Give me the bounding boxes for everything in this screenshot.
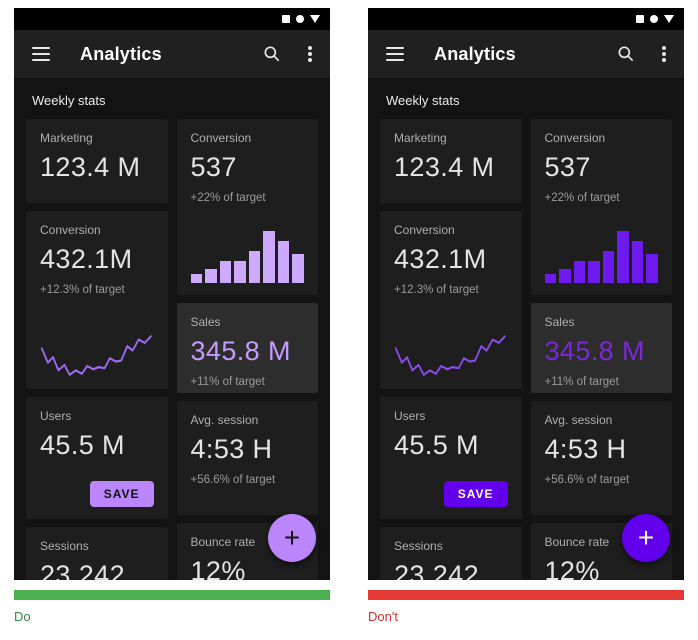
card-value: 45.5 M (40, 430, 125, 460)
overflow-menu-icon[interactable] (662, 52, 666, 56)
card-column-left: Marketing 123.4 M Conversion 432.1M +12.… (26, 119, 168, 580)
card-grid: Marketing 123.4 M Conversion 432.1M +12.… (368, 119, 684, 580)
fab-add-button[interactable]: + (268, 514, 316, 562)
card-label: Conversion (40, 223, 101, 237)
card-label: Users (394, 409, 426, 423)
card-users[interactable]: Users 45.5 M SAVE (380, 397, 522, 519)
card-label: Sessions (40, 539, 89, 553)
card-label: Conversion (394, 223, 455, 237)
card-label: Sessions (394, 539, 443, 553)
card-delta: +56.6% of target (190, 473, 276, 486)
mockup-dont: Analytics Weekly stats Marketing 123.4 M… (368, 8, 684, 580)
card-label: Marketing (394, 131, 447, 145)
dont-indicator-bar (368, 590, 684, 600)
card-label: Users (40, 409, 72, 423)
card-value: 537 (544, 152, 591, 182)
card-delta: +12.3% of target (40, 283, 125, 296)
menu-icon[interactable] (386, 47, 404, 61)
card-column-right: Conversion 537 +22% of target Sales 345.… (176, 119, 318, 580)
card-value: 537 (190, 152, 237, 182)
bar-chart (190, 231, 304, 283)
card-value: 345.8 M (190, 336, 291, 366)
card-users[interactable]: Users 45.5 M SAVE (26, 397, 168, 519)
dont-variant-column: Analytics Weekly stats Marketing 123.4 M… (368, 8, 684, 640)
card-value: 4:53 H (190, 434, 273, 464)
section-title: Weekly stats (386, 93, 460, 108)
card-conversion-bar[interactable]: Conversion 537 +22% of target (176, 119, 318, 295)
wifi-icon (296, 15, 304, 23)
card-value: 12% (544, 556, 600, 580)
card-avg-session[interactable]: Avg. session 4:53 H +56.6% of target (530, 401, 672, 515)
card-value: 23,242 (40, 560, 125, 580)
card-value: 23,242 (394, 560, 479, 580)
status-bar (14, 8, 330, 30)
card-value: 345.8 M (544, 336, 645, 366)
battery-icon (282, 15, 290, 23)
app-title: Analytics (434, 43, 516, 64)
card-label: Sales (190, 315, 221, 329)
card-sessions[interactable]: Sessions 23,242 (380, 527, 522, 580)
card-label: Avg. session (190, 413, 259, 427)
card-column-right: Conversion 537 +22% of target Sales 345.… (530, 119, 672, 580)
card-value: 4:53 H (544, 434, 627, 464)
card-delta: +22% of target (190, 191, 266, 204)
card-conversion-line[interactable]: Conversion 432.1M +12.3% of target (380, 211, 522, 389)
card-label: Avg. session (544, 413, 613, 427)
card-label: Conversion (190, 131, 252, 145)
status-bar (368, 8, 684, 30)
card-marketing[interactable]: Marketing 123.4 M (26, 119, 168, 203)
do-indicator-bar (14, 590, 330, 600)
card-label: Bounce rate (544, 535, 610, 549)
search-icon[interactable] (616, 44, 636, 64)
card-label: Bounce rate (190, 535, 256, 549)
card-value: 45.5 M (394, 430, 479, 460)
signal-icon (664, 15, 674, 23)
card-label: Conversion (544, 131, 606, 145)
battery-icon (636, 15, 644, 23)
card-delta: +11% of target (190, 375, 265, 388)
signal-icon (310, 15, 320, 23)
line-chart (40, 335, 152, 376)
card-value: 123.4 M (40, 152, 141, 182)
card-value: 432.1M (40, 244, 133, 274)
overflow-menu-icon[interactable] (308, 52, 312, 56)
card-conversion-bar[interactable]: Conversion 537 +22% of target (530, 119, 672, 295)
app-bar: Analytics (368, 30, 684, 78)
do-caption: Do (14, 609, 31, 624)
card-value: 432.1M (394, 244, 487, 274)
card-delta: +56.6% of target (544, 473, 630, 486)
card-delta: +12.3% of target (394, 283, 479, 296)
card-delta: +11% of target (544, 375, 619, 388)
card-avg-session[interactable]: Avg. session 4:53 H +56.6% of target (176, 401, 318, 515)
menu-icon[interactable] (32, 47, 50, 61)
do-variant-column: Analytics Weekly stats Marketing 123.4 M… (14, 8, 330, 640)
card-conversion-line[interactable]: Conversion 432.1M +12.3% of target (26, 211, 168, 389)
card-label: Marketing (40, 131, 93, 145)
line-chart (394, 335, 506, 376)
card-column-left: Marketing 123.4 M Conversion 432.1M +12.… (380, 119, 522, 580)
section-title: Weekly stats (32, 93, 106, 108)
card-sessions[interactable]: Sessions 23,242 (26, 527, 168, 580)
save-button[interactable]: SAVE (89, 481, 154, 507)
app-bar: Analytics (14, 30, 330, 78)
mockup-do: Analytics Weekly stats Marketing 123.4 M… (14, 8, 330, 580)
bar-chart (544, 231, 658, 283)
dont-caption: Don't (368, 609, 398, 624)
search-icon[interactable] (262, 44, 282, 64)
card-value: 12% (190, 556, 246, 580)
wifi-icon (650, 15, 658, 23)
card-label: Sales (544, 315, 575, 329)
app-title: Analytics (80, 43, 162, 64)
card-marketing[interactable]: Marketing 123.4 M (380, 119, 522, 203)
card-sales[interactable]: Sales 345.8 M +11% of target (176, 303, 318, 393)
card-sales[interactable]: Sales 345.8 M +11% of target (530, 303, 672, 393)
fab-add-button[interactable]: + (622, 514, 670, 562)
save-button[interactable]: SAVE (443, 481, 508, 507)
card-grid: Marketing 123.4 M Conversion 432.1M +12.… (14, 119, 330, 580)
card-delta: +22% of target (544, 191, 620, 204)
card-value: 123.4 M (394, 152, 495, 182)
